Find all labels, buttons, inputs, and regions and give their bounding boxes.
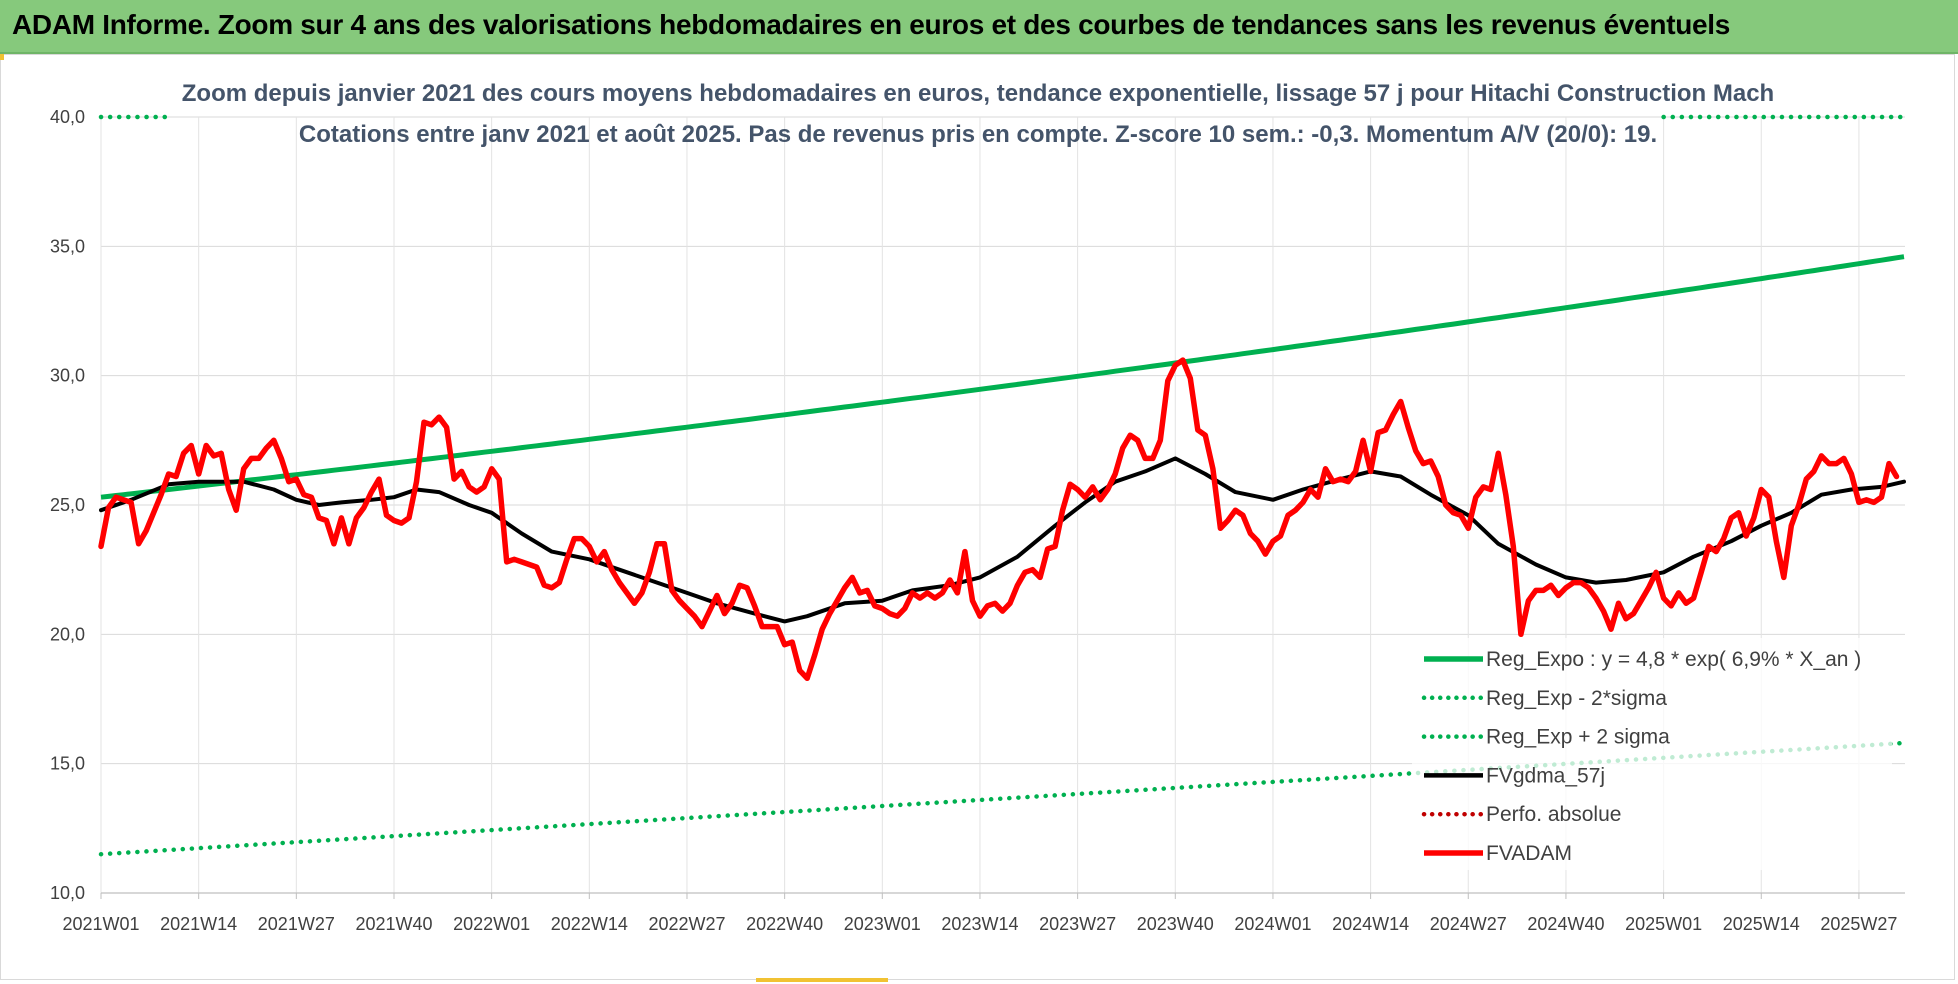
x-tick-label: 2022W01 — [453, 914, 530, 934]
x-tick-label: 2022W40 — [746, 914, 823, 934]
y-tick-label: 25,0 — [50, 495, 85, 515]
x-tick-label: 2021W40 — [355, 914, 432, 934]
x-tick-label: 2025W27 — [1820, 914, 1897, 934]
chart-legend: Reg_Expo : y = 4,8 * exp( 6,9% * X_an ) R… — [1412, 638, 1892, 870]
x-tick-label: 2024W27 — [1430, 914, 1507, 934]
reg-expo-line — [100, 254, 1905, 500]
x-tick-label: 2022W27 — [648, 914, 725, 934]
y-tick-label: 20,0 — [50, 624, 85, 644]
y-tick-label: 40,0 — [50, 107, 85, 127]
x-tick-label: 2022W14 — [551, 914, 628, 934]
chart-title-line-1: Zoom depuis janvier 2021 des cours moyen… — [182, 80, 1774, 107]
chart-title: Zoom depuis janvier 2021 des cours moyen… — [182, 80, 1774, 148]
series-layer — [98, 114, 1907, 857]
legend-background — [1412, 638, 1892, 870]
y-tick-label: 35,0 — [50, 236, 85, 256]
axis-layer: 10,0 15,0 20,0 25,0 30,0 35,0 40,0 2021W01 2021W… — [50, 107, 1905, 934]
y-tick-label: 10,0 — [50, 883, 85, 903]
legend-label: FVADAM — [1486, 842, 1572, 865]
x-tick-label: 2023W27 — [1039, 914, 1116, 934]
fvadam-line — [98, 357, 1900, 682]
legend-label: Reg_Expo : y = 4,8 * exp( 6,9% * X_an ) — [1486, 648, 1861, 671]
legend-label: FVgdma_57j — [1486, 764, 1605, 787]
report-banner: ADAM Informe. Zoom sur 4 ans des valoris… — [0, 0, 1958, 54]
reg-exp-minus-2sigma-line — [98, 740, 1907, 857]
left-edge-mark — [0, 54, 4, 60]
legend-label: Reg_Exp + 2 sigma — [1486, 726, 1670, 749]
chart-frame — [0, 54, 1955, 980]
fvgdma-57j-line — [99, 456, 1906, 624]
bottom-edge-mark — [756, 978, 888, 982]
x-tick-label: 2023W40 — [1137, 914, 1214, 934]
y-tick-label: 15,0 — [50, 754, 85, 774]
x-tick-label: 2021W01 — [62, 914, 139, 934]
x-tick-label: 2024W01 — [1234, 914, 1311, 934]
report-title: ADAM Informe. Zoom sur 4 ans des valoris… — [12, 9, 1731, 40]
x-tick-label: 2023W14 — [941, 914, 1018, 934]
legend-label: Reg_Exp - 2*sigma — [1486, 687, 1667, 710]
y-tick-label: 30,0 — [50, 366, 85, 386]
legend-label: Perfo. absolue — [1486, 803, 1621, 826]
x-tick-label: 2024W14 — [1332, 914, 1409, 934]
x-tick-label: 2024W40 — [1527, 914, 1604, 934]
chart-title-line-2: Cotations entre janv 2021 et août 2025. … — [299, 121, 1657, 148]
x-tick-label: 2025W14 — [1723, 914, 1800, 934]
x-tick-label: 2021W27 — [258, 914, 335, 934]
x-tick-label: 2025W01 — [1625, 914, 1702, 934]
x-tick-label: 2023W01 — [844, 914, 921, 934]
x-tick-label: 2021W14 — [160, 914, 237, 934]
